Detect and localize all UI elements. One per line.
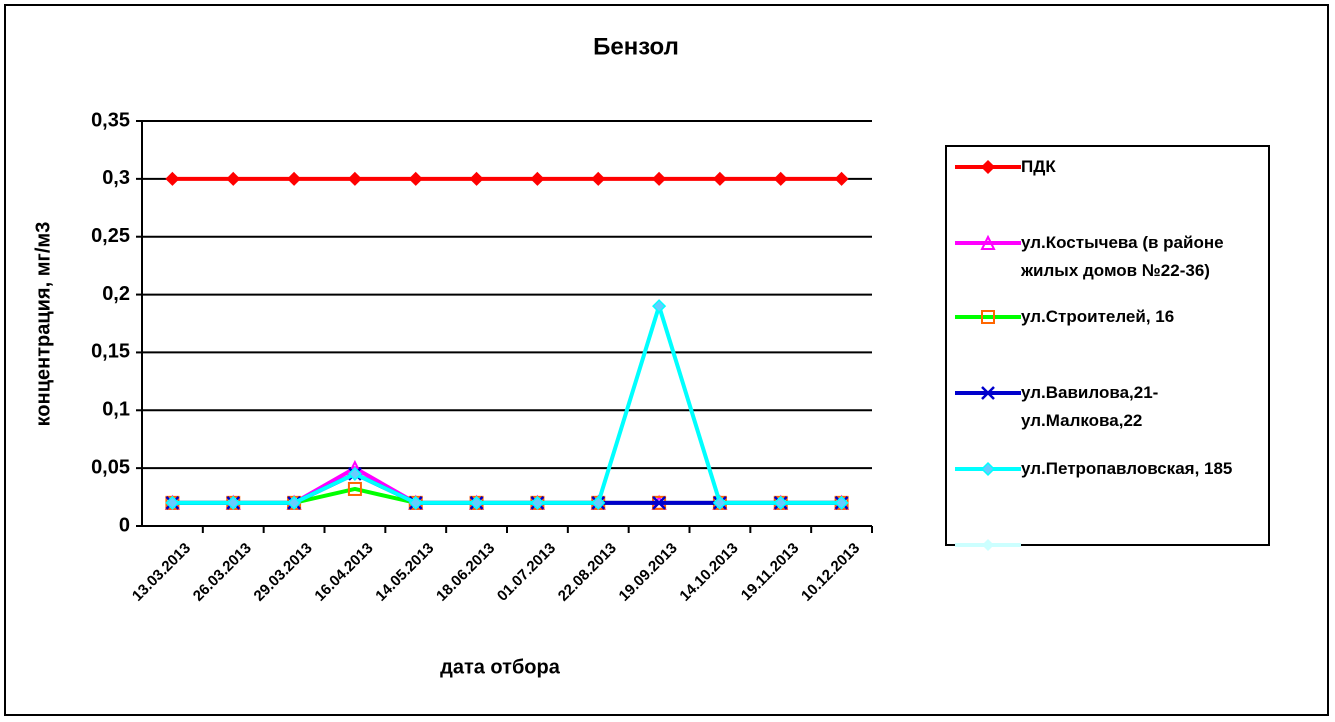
- marker: [834, 495, 849, 510]
- y-tick-label: 0,05: [91, 456, 130, 478]
- marker: [712, 171, 727, 186]
- y-tick-label: 0,15: [91, 341, 130, 363]
- chart-title: Бензол: [593, 33, 679, 60]
- legend-entry: ул.Вавилова,21-ул.Малкова,22: [955, 379, 1265, 435]
- series-line: [172, 304, 842, 505]
- marker: [347, 171, 362, 186]
- legend-label: ул.Петропавловская, 185: [1021, 459, 1233, 478]
- marker: [773, 495, 788, 510]
- legend-label: ул.Костычева (в районе жилых домов №22-3…: [1021, 233, 1224, 280]
- marker: [287, 171, 302, 186]
- y-tick-label: 0,3: [102, 167, 130, 189]
- marker: [834, 171, 849, 186]
- marker: [165, 495, 180, 510]
- legend: ПДК ул.Костычева (в районе жилых домов №2…: [945, 145, 1270, 551]
- marker: [652, 171, 667, 186]
- y-axis-label: концентрация, мг/м3: [32, 222, 54, 427]
- marker: [530, 495, 545, 510]
- marker: [980, 159, 996, 175]
- marker: [165, 171, 180, 186]
- chart-border: [4, 4, 1329, 716]
- marker: [530, 171, 545, 186]
- marker: [712, 495, 727, 510]
- legend-swatch: [955, 159, 1021, 175]
- marker: [226, 495, 241, 510]
- marker: [980, 461, 996, 477]
- legend-swatch: [955, 234, 1021, 250]
- marker: [773, 171, 788, 186]
- marker: [347, 481, 362, 496]
- marker: [591, 171, 606, 186]
- marker: [981, 386, 995, 400]
- legend-entry: ПДК: [955, 153, 1265, 181]
- marker: [469, 171, 484, 186]
- legend-swatch: [955, 386, 1021, 400]
- legend-label: ул.Вавилова,21-ул.Малкова,22: [1021, 383, 1159, 430]
- marker: [652, 299, 667, 314]
- marker: [287, 495, 302, 510]
- y-tick-label: 0,1: [102, 399, 130, 421]
- legend-blank-entry: [955, 539, 1021, 551]
- y-tick-label: 0,35: [91, 109, 130, 131]
- y-tick-label: 0,25: [91, 225, 130, 247]
- legend-label: ул.Строителей, 16: [1021, 307, 1175, 326]
- marker: [980, 234, 996, 250]
- marker: [652, 495, 666, 510]
- x-axis-label: дата отбора: [440, 656, 561, 678]
- legend-swatch: [955, 310, 1021, 324]
- y-tick-label: 0: [119, 514, 130, 536]
- legend-swatch: [955, 461, 1021, 477]
- marker: [469, 495, 484, 510]
- marker: [408, 171, 423, 186]
- legend-entry: ул.Петропавловская, 185: [955, 455, 1265, 483]
- marker: [347, 466, 362, 481]
- marker: [981, 310, 995, 324]
- y-tick-label: 0,2: [102, 283, 130, 305]
- marker: [408, 495, 423, 510]
- marker: [226, 171, 241, 186]
- legend-label: ПДК: [1021, 157, 1056, 176]
- legend-entry: ул.Строителей, 16: [955, 303, 1265, 331]
- marker: [591, 495, 606, 510]
- legend-entry: ул.Костычева (в районе жилых домов №22-3…: [955, 229, 1265, 285]
